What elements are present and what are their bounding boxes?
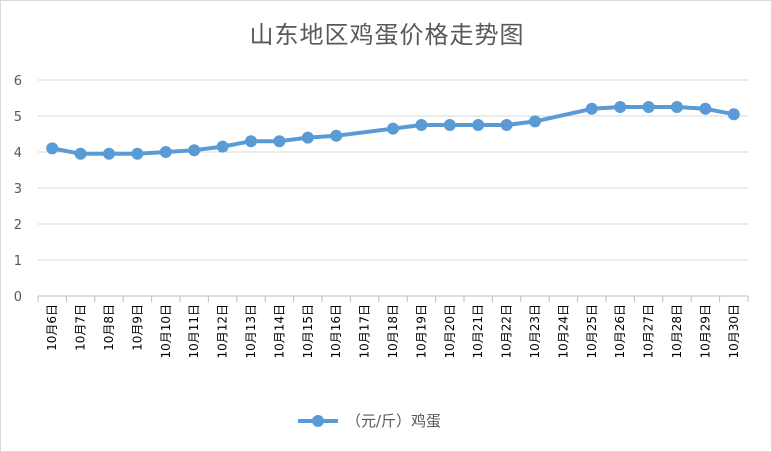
x-tick-label: 10月6日 <box>45 304 59 351</box>
legend-label: （元/斤）鸡蛋 <box>346 412 441 430</box>
data-point <box>614 101 627 113</box>
data-point <box>671 101 683 113</box>
x-tick-label: 10月28日 <box>670 304 684 359</box>
data-point <box>159 146 172 158</box>
x-tick-label: 10月19日 <box>414 304 428 359</box>
x-axis: 10月6日 10月7日 10月8日 10月9日 10月10日 10月11日 10月12日 10… <box>37 296 749 359</box>
y-tick-label: 3 <box>14 182 22 197</box>
data-point <box>74 147 87 160</box>
x-tick-label: 10月10日 <box>159 304 173 359</box>
data-point <box>131 147 144 160</box>
x-tick-label: 10月14日 <box>272 304 286 359</box>
x-tick-label: 10月22日 <box>500 304 514 359</box>
y-tick-label: 4 <box>14 146 22 161</box>
x-tick-label: 10月29日 <box>698 304 712 359</box>
data-point <box>642 101 655 113</box>
data-point <box>443 119 456 131</box>
data-point <box>301 131 314 144</box>
data-point <box>415 119 428 131</box>
x-tick-label: 10月15日 <box>301 304 315 359</box>
x-tick-label: 10月8日 <box>102 304 116 351</box>
y-tick-label: 5 <box>14 110 22 125</box>
x-tick-label: 10月17日 <box>358 304 372 359</box>
x-tick-label: 10月30日 <box>727 304 741 359</box>
data-point <box>46 142 59 155</box>
data-point <box>216 140 229 153</box>
x-tick-label: 10月9日 <box>130 304 144 351</box>
x-tick-label: 10月13日 <box>244 304 258 359</box>
chart-title: 山东地区鸡蛋价格走势图 <box>249 21 525 49</box>
data-point <box>529 115 541 128</box>
data-point <box>585 102 598 115</box>
data-point <box>245 135 257 148</box>
series-group <box>46 101 740 160</box>
y-tick-label: 1 <box>14 254 22 269</box>
x-tick-label: 10月16日 <box>329 304 343 359</box>
data-point <box>699 102 712 115</box>
x-tick-label: 10月24日 <box>556 304 570 359</box>
x-tick-label: 10月7日 <box>74 304 88 351</box>
x-tick-label: 10月11日 <box>187 304 201 359</box>
data-point <box>727 108 740 121</box>
legend: （元/斤）鸡蛋 <box>298 412 441 430</box>
x-tick-label: 10月20日 <box>443 304 457 359</box>
x-tick-label: 10月27日 <box>642 304 656 359</box>
data-point <box>188 144 201 157</box>
y-tick-label: 6 <box>14 74 22 89</box>
data-point <box>387 122 399 135</box>
legend-marker <box>312 415 324 427</box>
x-tick-label: 10月18日 <box>386 304 400 359</box>
y-tick-label: 2 <box>14 218 22 233</box>
x-tick-label: 10月26日 <box>613 304 627 359</box>
gridlines <box>38 79 748 297</box>
data-point <box>330 129 343 142</box>
x-tick-label: 10月21日 <box>471 304 485 359</box>
y-tick-label: 0 <box>14 290 22 305</box>
data-point <box>472 119 485 131</box>
data-point <box>273 135 286 148</box>
x-tick-label: 10月12日 <box>216 304 230 359</box>
x-tick-label: 10月25日 <box>585 304 599 359</box>
data-point <box>103 147 115 160</box>
y-axis-ticks: 0 1 2 3 4 5 6 <box>14 74 22 305</box>
x-tick-label: 10月23日 <box>528 304 542 359</box>
data-point <box>500 119 513 131</box>
